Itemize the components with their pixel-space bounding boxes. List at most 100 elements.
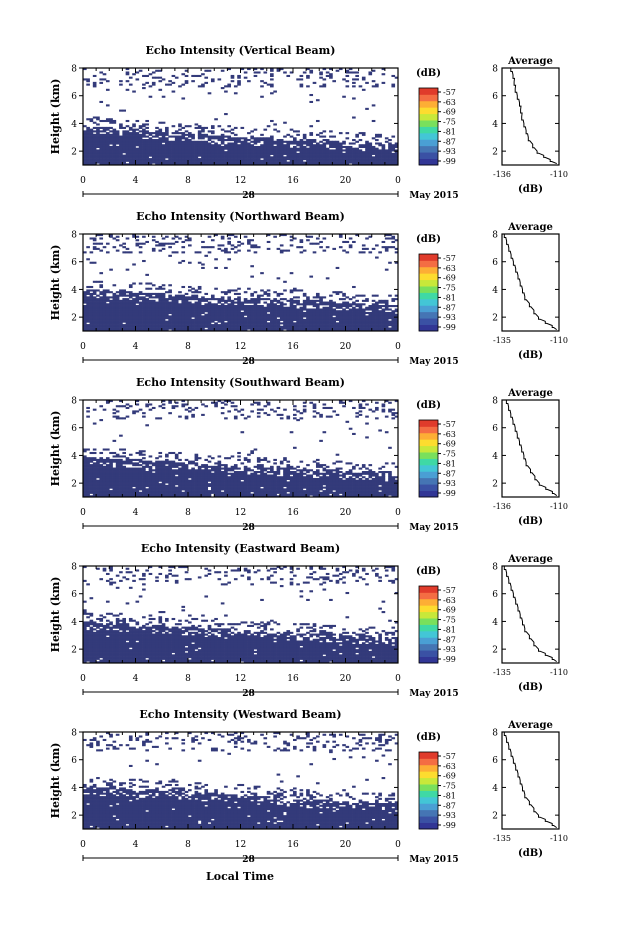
echo-heatmap (83, 732, 399, 830)
x-tick-label: 8 (185, 176, 191, 186)
average-y-tick-label: 8 (492, 65, 498, 75)
colorbar-tick-label: -99 (443, 655, 456, 664)
colorbar-segment (419, 439, 438, 447)
colorbar-unit: (dB) (416, 68, 441, 79)
day-label: 28 (242, 191, 255, 201)
colorbar-segment (419, 611, 438, 619)
panel-title: Echo Intensity (Northward Beam) (136, 210, 345, 223)
colorbar-segment (419, 145, 438, 153)
panels: Echo Intensity (Vertical Beam) 2 4 6 8 Height… (49, 44, 568, 865)
echo-heatmap (83, 566, 399, 664)
colorbar-segment (419, 286, 438, 293)
y-tick-label: 6 (71, 590, 77, 600)
y-tick-label: 8 (71, 729, 77, 739)
average-y-tick-label: 6 (492, 424, 498, 434)
colorbar-segment (419, 605, 438, 613)
average-frame (501, 233, 560, 332)
colorbar-segment (419, 139, 438, 147)
average-frame (501, 399, 560, 498)
colorbar-unit: (dB) (416, 566, 441, 577)
x-tick-label: 16 (287, 674, 299, 684)
colorbar-tick-label: -99 (443, 323, 456, 332)
average-title: Average (507, 554, 553, 565)
colorbar-segment (419, 471, 438, 479)
y-tick-label: 2 (71, 646, 77, 656)
average-title: Average (507, 222, 553, 233)
average-x-tick-label: -136 (493, 170, 511, 179)
colorbar-tick-label: -63 (443, 762, 456, 771)
x-tick-label: 0 (80, 508, 86, 518)
x-tick-label: 20 (340, 508, 352, 518)
x-tick-label: 16 (287, 840, 299, 850)
x-tick-label: 8 (185, 674, 191, 684)
average-x-tick-label: -136 (493, 502, 511, 511)
x-tick-label: 12 (235, 840, 246, 850)
x-tick-label: 8 (185, 342, 191, 352)
colorbar-tick-label: -81 (443, 459, 456, 468)
day-label: 28 (242, 523, 255, 533)
y-tick-label: 8 (71, 231, 77, 241)
month-label: May 2015 (409, 689, 458, 699)
average-x-label: (dB) (518, 516, 543, 527)
beam-panel: Echo Intensity (Northward Beam) 2 4 6 8 Heigh… (49, 210, 568, 367)
average-x-tick-label: -135 (493, 668, 511, 677)
colorbar-segment (419, 132, 438, 140)
y-axis-label: Height (km) (49, 743, 62, 819)
panel-title: Echo Intensity (Vertical Beam) (145, 44, 335, 57)
colorbar-segment (419, 790, 438, 798)
average-x-tick-label: -110 (550, 834, 568, 843)
colorbar-segment (419, 650, 438, 657)
x-tick-label: 4 (133, 674, 139, 684)
colorbar-tick-label: -93 (443, 479, 456, 488)
colorbar-tick-label: -93 (443, 313, 456, 322)
average-y-tick-label: 2 (492, 646, 498, 656)
average-x-tick-label: -135 (493, 834, 511, 843)
colorbar-segment (419, 100, 438, 108)
average-y-tick-label: 4 (492, 452, 498, 462)
x-tick-label: 0 (80, 674, 86, 684)
colorbar-segment (419, 158, 438, 166)
colorbar-tick-label: -63 (443, 264, 456, 273)
x-tick-label: 20 (340, 176, 352, 186)
colorbar-segment (419, 279, 438, 287)
colorbar-tick-label: -81 (443, 625, 456, 634)
month-label: May 2015 (409, 523, 458, 533)
colorbar-tick-label: -69 (443, 274, 456, 283)
colorbar-segment (419, 324, 438, 332)
colorbar-segment (419, 292, 438, 300)
colorbar-tick-label: -87 (443, 801, 456, 810)
x-tick-label: 16 (287, 508, 299, 518)
colorbar-tick-label: -75 (443, 118, 456, 127)
colorbar-tick-label: -99 (443, 821, 456, 830)
average-y-tick-label: 8 (492, 729, 498, 739)
x-tick-label: 0 (395, 176, 401, 186)
panel-title: Echo Intensity (Eastward Beam) (141, 542, 340, 555)
colorbar-segment (419, 809, 438, 817)
y-tick-label: 6 (71, 258, 77, 268)
colorbar-segment (419, 426, 438, 434)
colorbar-tick-label: -99 (443, 489, 456, 498)
y-axis-label: Height (km) (49, 411, 62, 487)
average-x-tick-label: -135 (493, 336, 511, 345)
x-tick-label: 0 (395, 674, 401, 684)
y-axis-label: Height (km) (49, 577, 62, 653)
y-tick-label: 6 (71, 424, 77, 434)
colorbar-segment (419, 764, 438, 772)
colorbar-tick-label: -87 (443, 137, 456, 146)
average-y-tick-label: 6 (492, 590, 498, 600)
average-y-tick-label: 2 (492, 148, 498, 158)
y-axis-label: Height (km) (49, 79, 62, 155)
colorbar-tick-label: -69 (443, 440, 456, 449)
colorbar-segment (419, 298, 438, 306)
colorbar-segment (419, 311, 438, 319)
y-tick-label: 2 (71, 480, 77, 490)
x-tick-label: 0 (80, 342, 86, 352)
colorbar-segment (419, 777, 438, 785)
colorbar-frame (418, 253, 439, 332)
average-y-tick-label: 4 (492, 120, 498, 130)
y-tick-label: 4 (71, 452, 77, 462)
month-label: May 2015 (409, 855, 458, 865)
echo-heatmap (83, 400, 399, 498)
colorbar-segment (419, 752, 438, 759)
